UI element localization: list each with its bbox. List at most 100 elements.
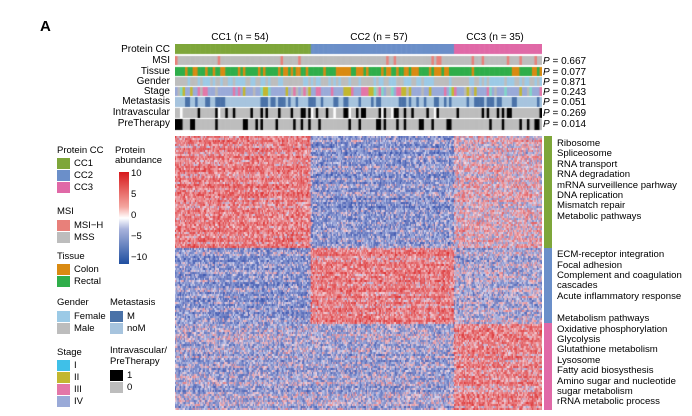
pathway-label: Focal adhesion [557,259,623,271]
pathway-label: mRNA surveillence parhway [557,179,677,191]
legend-label-metastasis-0: M [127,311,135,322]
abundance-tick: −5 [131,231,142,242]
pathway-bar-cc1 [544,136,552,248]
p-symbol: P [543,119,550,130]
pathway-label: cascades [557,280,598,292]
legend-swatch-protein_cc-1 [57,170,70,181]
legend-swatch-protein_cc-0 [57,158,70,169]
pathway-bar-cc2 [544,248,552,323]
pathway-bar-cc3 [544,323,552,410]
pathway-label: sugar metabolism [557,386,633,397]
p-value-text: = 0.243 [552,87,587,98]
pvalue-intravascular: P = 0.269 [543,109,586,119]
legend-swatch-binary-0 [110,370,123,381]
pathway-label: Mismatch repair [557,200,626,212]
p-value-text: = 0.014 [552,119,587,130]
pathway-label: Acute inflammatory response [557,290,682,302]
legend-label-binary-0: 1 [127,370,133,381]
pvalue-metastasis: P = 0.051 [543,98,586,108]
cc2-title: CC2 (n = 57) [350,32,408,43]
p-value-text: = 0.077 [552,67,587,78]
pathway-label: Glutathione metabolism [557,344,658,356]
legend-label-binary-1: 0 [127,382,133,393]
legend-label-protein_cc-2: CC3 [74,182,94,193]
p-symbol: P [543,87,550,98]
abundance-tick: 0 [131,210,137,221]
row-label-msi: MSI [152,55,170,66]
legend-swatch-gender-0 [57,311,70,322]
pvalue-msi: P = 0.667 [543,57,586,67]
legend-swatch-gender-1 [57,323,70,334]
legend-title-intravascular: Intravascular/ [110,345,168,356]
pathway-label: Metabolism pathways [557,313,650,325]
panel-label: A [40,18,51,35]
pathway-label: rRNA metabolic process [557,396,660,408]
cc3-title: CC3 (n = 35) [466,32,524,43]
pathway-label: Spliceosome [557,148,612,160]
legend-label-stage-1: II [74,372,80,383]
annotation-tracks [175,44,542,132]
pathway-label: RNA transport [557,158,618,170]
abundance-tick: 5 [131,189,137,200]
pathway-label: RNA degradation [557,169,631,181]
legend-label-stage-0: I [74,360,77,371]
legend-title-protein-cc: Protein CC [57,145,104,156]
legend-title-msi: MSI [57,206,74,217]
row-label-stage: Stage [143,86,170,97]
p-value-text: = 0.871 [552,77,587,88]
legend-label-tissue-1: Rectal [74,276,101,287]
p-value-text: = 0.269 [552,108,587,119]
p-symbol: P [543,108,550,119]
legend-label-stage-3: IV [74,396,83,407]
p-symbol: P [543,97,550,108]
legend-label-msi-1: MSS [74,232,95,243]
legend-swatch-metastasis-0 [110,311,123,322]
pvalue-pretherapy: P = 0.014 [543,120,586,130]
pathway-label: Complement and coagulation [557,270,682,281]
protein-heatmap [175,136,542,410]
row-label-protein-cc: Protein CC [121,44,170,55]
p-symbol: P [543,77,550,88]
legend-label-gender-1: Male [74,323,95,334]
legend-swatch-metastasis-1 [110,323,123,334]
p-value-text: = 0.667 [552,56,587,67]
cc1-title: CC1 (n = 54) [211,32,269,43]
legend-label-stage-2: III [74,384,82,395]
legend-label-gender-0: Female [74,311,106,322]
pathway-label: Ribosome [557,138,601,149]
pvalue-tissue: P = 0.077 [543,68,586,78]
abundance-tick: 10 [131,168,142,179]
legend-label-metastasis-1: noM [127,323,146,334]
legend-title-stage: Stage [57,347,82,358]
pathway-label: Amino sugar and nucleotide [557,375,676,387]
legend-swatch-binary-1 [110,382,123,393]
legend-swatch-msi-0 [57,220,70,231]
legend-title-tissue: Tissue [57,251,85,262]
p-value-text: = 0.051 [552,97,587,108]
legend-title-metastasis: Metastasis [110,297,156,308]
pathway-label: ECM-receptor integration [557,249,665,261]
legend-title-gender: Gender [57,297,89,308]
pathway-label: Glycolysis [557,334,601,345]
pathway-label: Oxidative phosphorylation [557,323,668,335]
legend-label-protein_cc-0: CC1 [74,158,94,169]
row-label-metastasis: Metastasis [122,96,170,107]
row-label-intravascular: Intravascular [112,107,170,118]
legend-swatch-tissue-1 [57,276,70,287]
legend-swatch-protein_cc-2 [57,182,70,193]
pathway-label: Lysosome [557,354,601,366]
pathway-label: Fatty acid biosysthesis [557,365,654,377]
row-label-pretherapy: PreTherapy [117,118,170,129]
legend-title-abundance-1: Protein [115,145,146,156]
abundance-tick: −10 [131,252,148,263]
legend-label-tissue-0: Colon [74,264,99,275]
row-label-gender: Gender [136,76,170,87]
legend-swatch-stage-1 [57,372,70,383]
legend-swatch-stage-0 [57,360,70,371]
pvalue-stage: P = 0.243 [543,88,586,98]
pathway-label: DNA replication [557,190,624,201]
pvalue-gender: P = 0.871 [543,78,586,88]
legend-label-msi-0: MSI−H [74,220,104,231]
legend-swatch-msi-1 [57,232,70,243]
